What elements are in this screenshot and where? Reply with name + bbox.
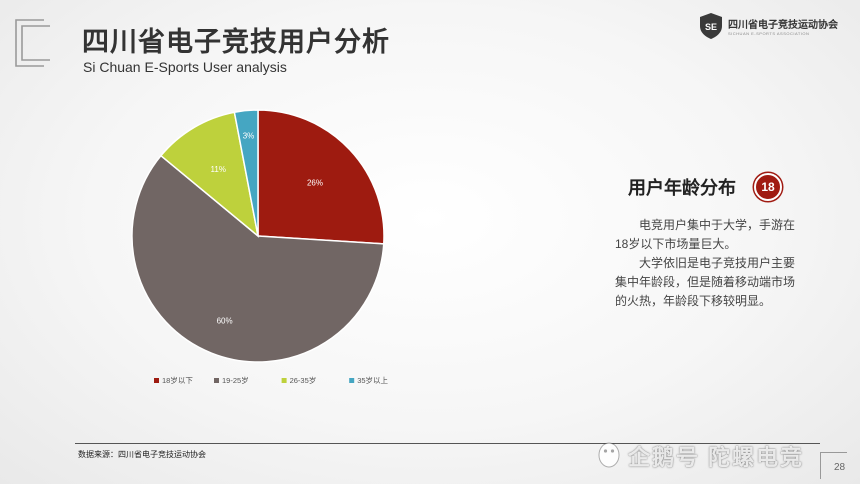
shield-icon: SE (700, 13, 722, 39)
pie-slice-label-2: 11% (211, 165, 226, 174)
legend-label-1: 19-25岁 (222, 375, 249, 385)
legend-swatch-3 (349, 378, 355, 383)
legend-swatch-1 (214, 378, 219, 383)
pie-slice-label-3: 3% (243, 132, 255, 141)
legend-swatch-2 (281, 378, 287, 383)
description-paragraph: 大学依旧是电子竞技用户主要集中年龄段，但是随着移动端市场的火热，年龄段下移较明显… (615, 256, 796, 308)
age-badge: 18 (754, 173, 782, 201)
page-number: 28 (834, 462, 846, 473)
pie-slice-label-1: 60% (217, 316, 233, 325)
legend-label-0: 18岁以下 (162, 375, 193, 385)
watermark: 企鹅号 陀螺电竞 (592, 436, 842, 472)
side-title: 用户年龄分布 (628, 178, 736, 198)
page-number-frame (820, 452, 847, 479)
association-name-en: SICHUAN E-SPORTS ASSOCIATION (728, 31, 810, 36)
pie-slice-0 (257, 109, 385, 245)
age-distribution-pie-chart: 26% 60% 11% 3% 18岁以下 19-25岁 26-35岁 35岁以上 (131, 109, 389, 385)
description: 电竞用户集中于大学，手游在18岁以下市场量巨大。 大学依旧是电子竞技用户主要集中… (615, 216, 805, 311)
description-paragraph: 电竞用户集中于大学，手游在18岁以下市场量巨大。 (615, 218, 796, 251)
page-subtitle: Si Chuan E-Sports User analysis (83, 59, 287, 75)
legend-swatch-0 (154, 378, 159, 383)
association-logo: SE 四川省电子竞技运动协会 SICHUAN E-SPORTS ASSOCIAT… (698, 12, 838, 42)
association-name: 四川省电子竞技运动协会 (728, 20, 838, 31)
shield-badge-text: SE (705, 22, 717, 32)
legend-label-3: 35岁以上 (357, 375, 388, 385)
corner-bracket-icon (15, 19, 50, 67)
footer-divider (75, 443, 820, 444)
pie-slice-label-0: 26% (307, 179, 323, 188)
page-title: 四川省电子竞技用户分析 (82, 27, 390, 57)
pie-slice-2 (159, 111, 260, 238)
pie-slice-3 (233, 109, 259, 237)
data-source: 数据来源：四川省电子竞技运动协会 (78, 450, 206, 459)
legend-label-2: 26-35岁 (290, 375, 317, 385)
penguin-icon (598, 442, 620, 468)
watermark-text: 企鹅号 陀螺电竞 (628, 445, 805, 470)
pie-slice-1 (131, 154, 385, 363)
